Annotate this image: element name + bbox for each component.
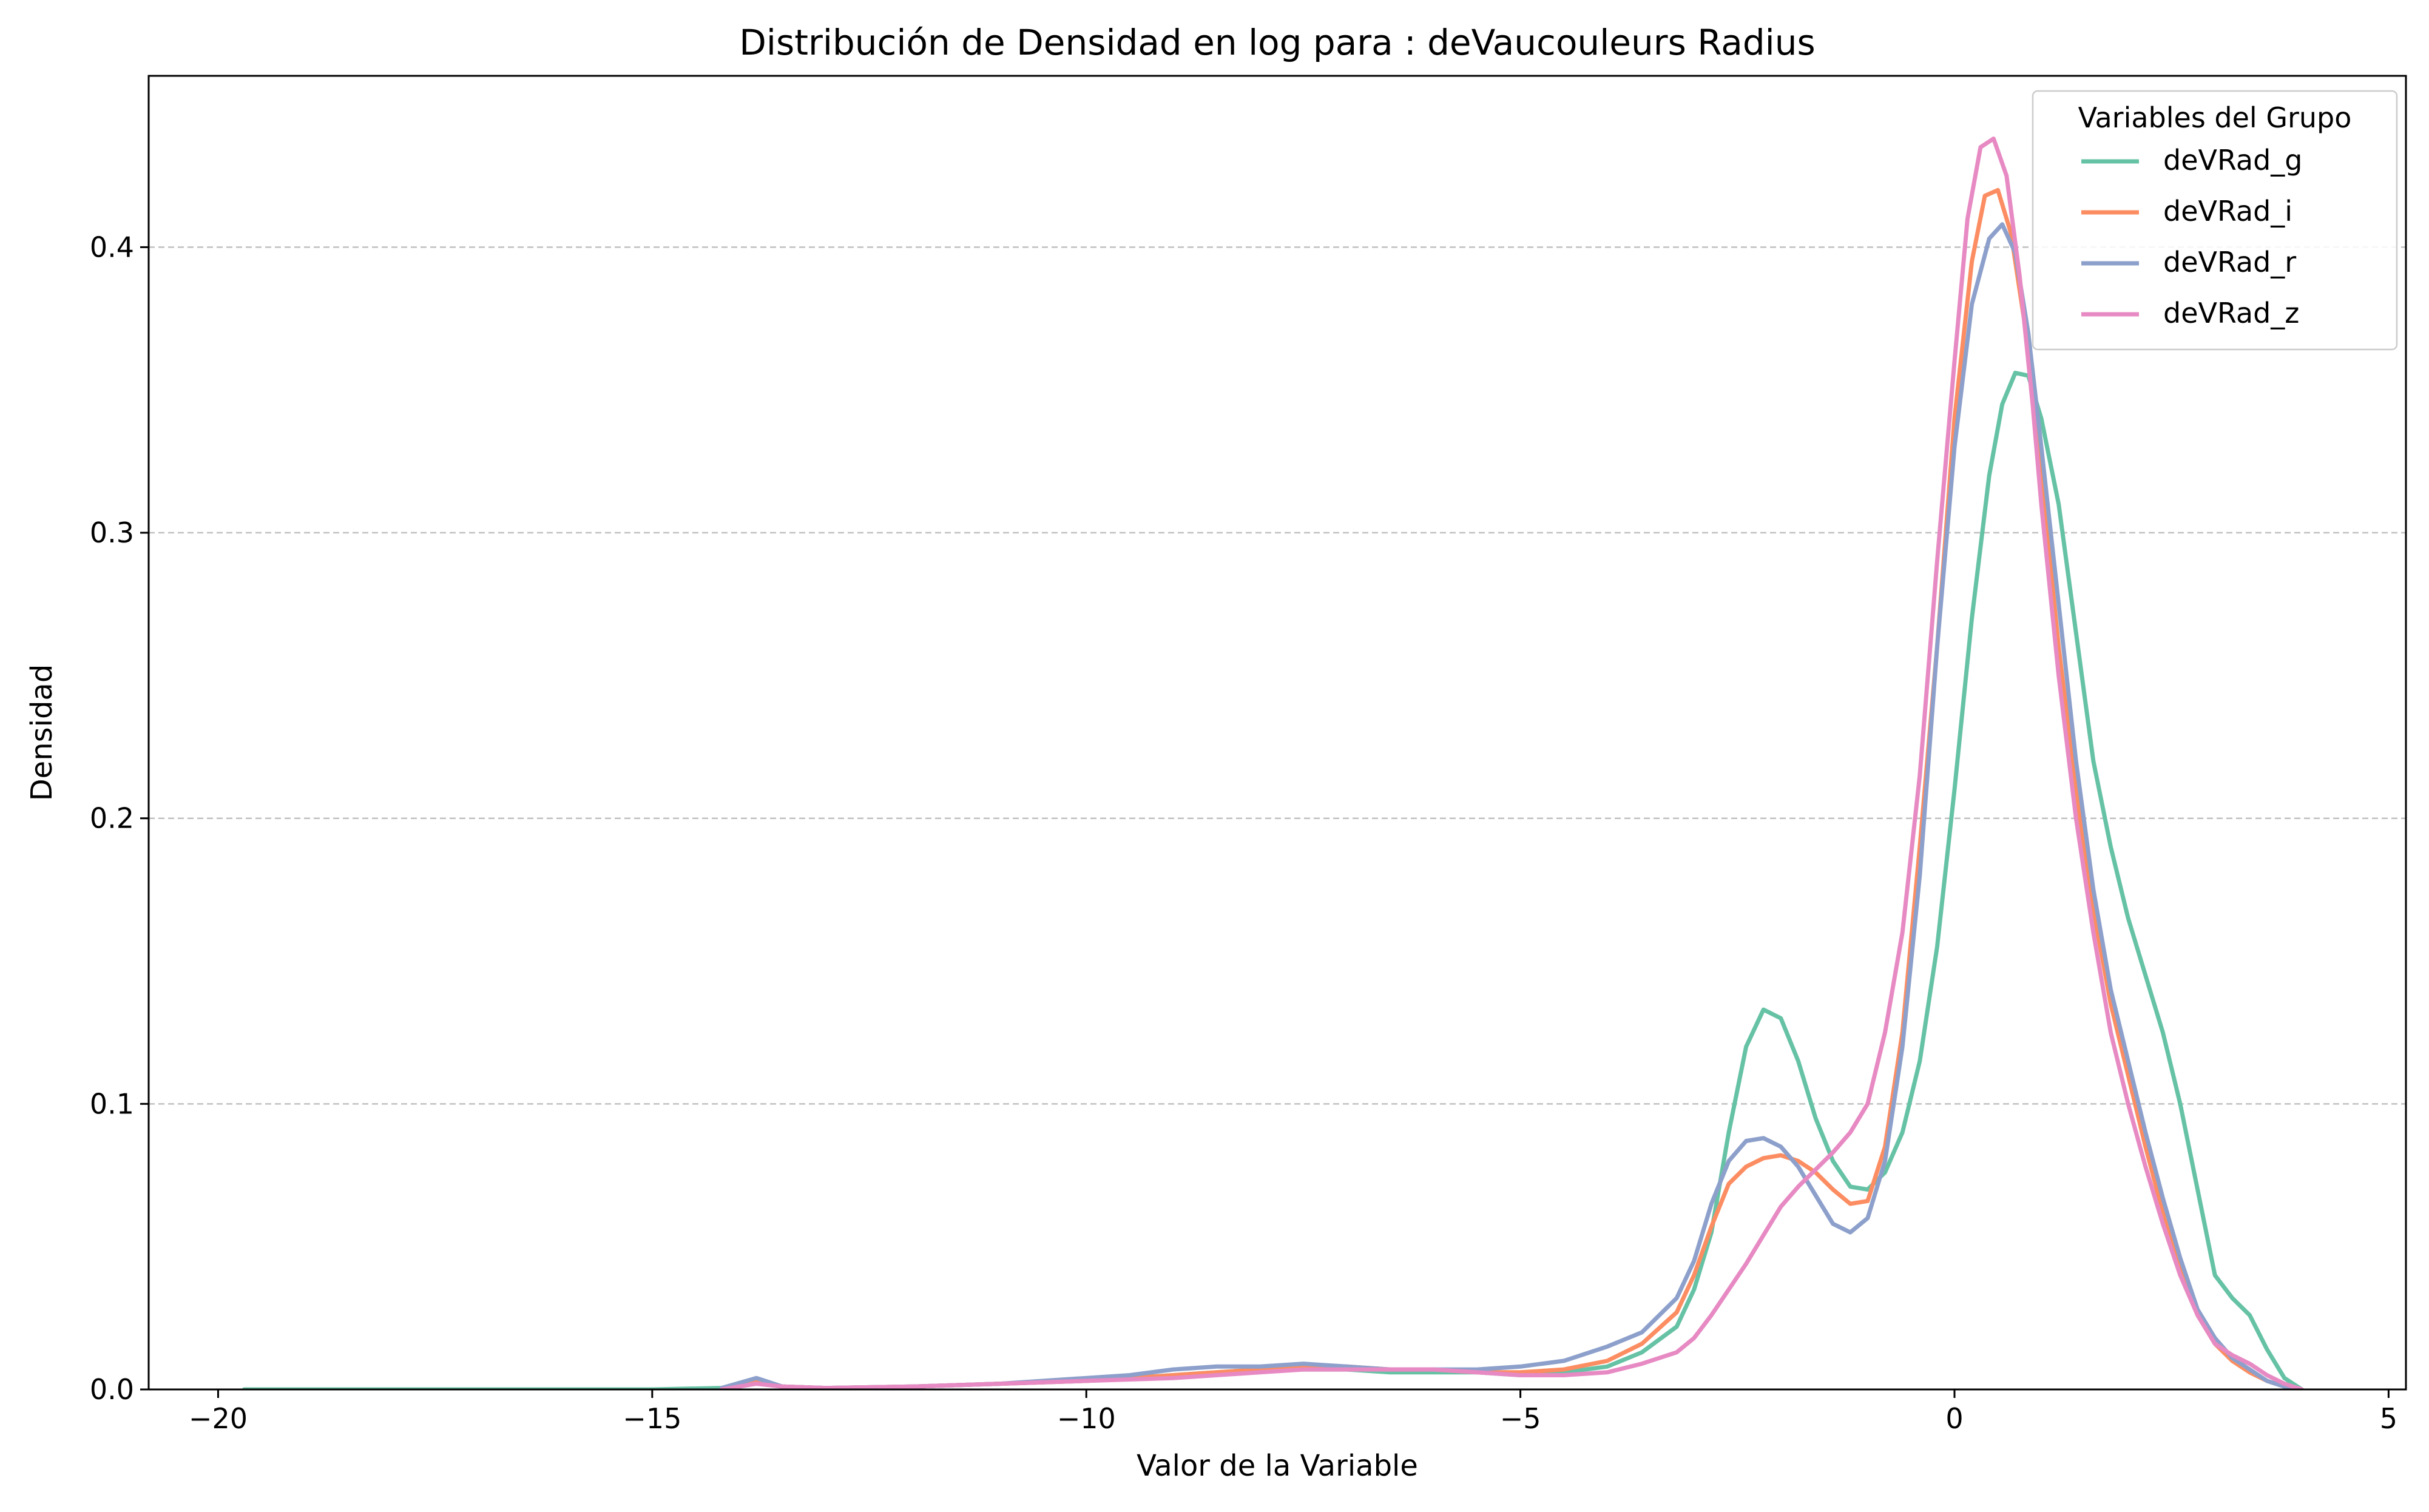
x-tick-label: 5 [2380, 1402, 2397, 1435]
legend-label-deVRad_z: deVRad_z [2163, 297, 2299, 329]
legend-label-deVRad_r: deVRad_r [2163, 246, 2296, 278]
x-tick-label: −10 [1057, 1402, 1116, 1435]
y-axis-label: Densidad [25, 664, 59, 802]
plot-area-frame [147, 75, 2407, 1391]
y-tick-label: 0.1 [90, 1087, 134, 1120]
legend-items: deVRad_g deVRad_i deVRad_r deVRad_z [2081, 144, 2303, 329]
series-line-deVRad_i [719, 187, 2304, 1389]
x-tick-label: −15 [623, 1402, 681, 1435]
x-tick-label: 0 [1945, 1402, 1963, 1435]
y-tick-label: 0.3 [90, 516, 134, 549]
legend-label-deVRad_g: deVRad_g [2163, 144, 2303, 177]
x-axis: −20 −15 −10 −5 0 5 [189, 1389, 2397, 1435]
series-line-deVRad_z [719, 137, 2304, 1389]
y-tick-label: 0.4 [90, 231, 134, 263]
legend: Variables del Grupo deVRad_gdeVRad_ideVR… [2032, 90, 2398, 351]
series-line-deVRad_r [719, 222, 2304, 1389]
y-tick-label: 0.0 [90, 1373, 134, 1406]
legend-box [2032, 90, 2398, 351]
series-layer [242, 137, 2304, 1389]
grid-lines [149, 246, 2406, 1105]
x-tick-label: −5 [1500, 1402, 1541, 1435]
y-tick-label: 0.2 [90, 802, 134, 835]
x-axis-label: Valor de la Variable [1137, 1449, 1418, 1483]
legend-title: Variables del Grupo [2078, 101, 2352, 134]
y-axis: 0.0 0.1 0.2 0.3 0.4 [90, 231, 149, 1406]
chart-title: Distribución de Densidad en log para : d… [739, 22, 1815, 63]
x-tick-label: −20 [189, 1402, 248, 1435]
legend-label-deVRad_i: deVRad_i [2163, 195, 2292, 228]
